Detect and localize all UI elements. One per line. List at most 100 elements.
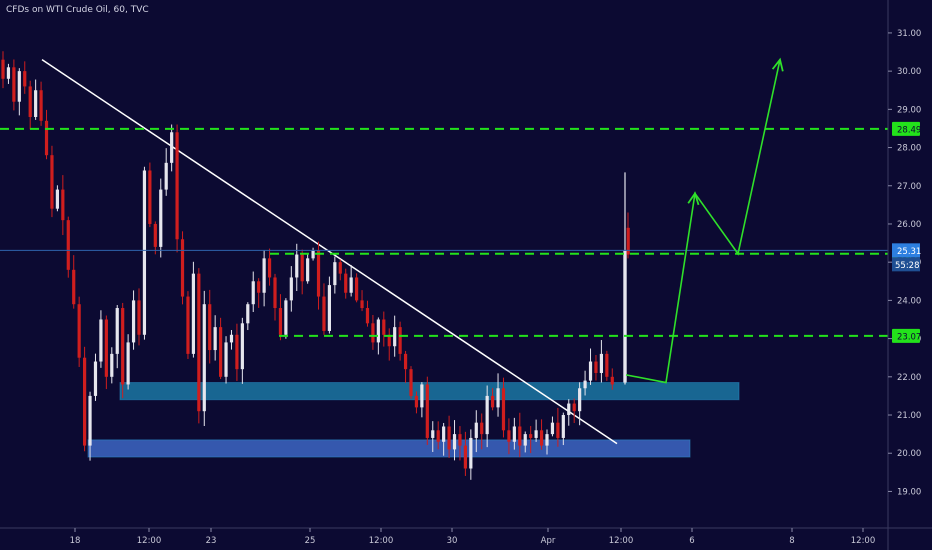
candle xyxy=(175,132,179,240)
candle xyxy=(398,327,402,354)
candle xyxy=(452,434,457,450)
candle xyxy=(534,430,538,438)
candle xyxy=(518,426,522,446)
support-zone-upper[interactable] xyxy=(119,382,740,401)
time-tick-label: 12:00 xyxy=(137,536,162,546)
candle xyxy=(463,445,467,469)
candle xyxy=(523,434,527,446)
candle xyxy=(322,296,326,331)
forecast-path[interactable] xyxy=(625,59,781,384)
candle xyxy=(126,342,130,385)
candle xyxy=(246,304,250,324)
trendline[interactable] xyxy=(41,59,618,445)
candle xyxy=(458,434,462,446)
price-tick-label: 22.00 xyxy=(897,373,921,383)
candle xyxy=(311,250,315,259)
candle xyxy=(306,258,310,282)
candle xyxy=(403,353,408,370)
price-tick-label: 31.00 xyxy=(897,29,921,39)
price-tick-label: 20.00 xyxy=(897,449,921,459)
candle xyxy=(77,304,81,358)
time-tick-label: 18 xyxy=(70,536,81,546)
candle xyxy=(50,155,54,209)
level-tag xyxy=(892,328,920,343)
candle xyxy=(6,67,11,79)
level-lines xyxy=(0,127,888,337)
price-tick-label: 27.00 xyxy=(897,182,921,192)
candle xyxy=(447,426,451,450)
candle xyxy=(474,422,478,438)
candle xyxy=(382,319,386,335)
candle xyxy=(349,277,353,293)
price-tick-label: 26.00 xyxy=(897,220,921,230)
time-tick-label: 25 xyxy=(305,536,316,546)
candle xyxy=(420,384,424,408)
candle xyxy=(104,319,108,377)
candle xyxy=(414,395,419,408)
price-tick-label: 29.00 xyxy=(897,105,921,115)
candle xyxy=(170,132,174,163)
price-tick-label: 21.00 xyxy=(897,411,921,421)
candle xyxy=(409,369,413,396)
candle xyxy=(17,71,21,102)
last-candle xyxy=(626,227,630,255)
time-tick-label: 8 xyxy=(789,536,794,546)
candle xyxy=(431,430,435,438)
candle xyxy=(61,189,65,221)
candle xyxy=(539,430,544,446)
candle xyxy=(186,296,190,354)
candle xyxy=(496,388,500,408)
forecast-arrowhead xyxy=(687,191,700,206)
candle xyxy=(148,170,152,224)
price-tick-label: 28.00 xyxy=(897,144,921,154)
candle xyxy=(202,304,206,412)
candle xyxy=(338,262,342,274)
candle xyxy=(572,403,576,412)
candle xyxy=(131,300,136,343)
candle xyxy=(219,327,223,377)
candle xyxy=(365,308,370,324)
time-tick-label: 12:00 xyxy=(369,536,394,546)
level-tag-label: 28.49 xyxy=(897,125,921,135)
time-tick-label: 12:00 xyxy=(609,536,634,546)
current-price-tag xyxy=(892,243,920,258)
level-tag xyxy=(892,121,920,136)
candle xyxy=(121,308,125,385)
candle xyxy=(550,422,555,435)
trendline-layer xyxy=(41,59,618,445)
candle xyxy=(605,353,609,377)
candle xyxy=(436,430,440,442)
candle xyxy=(425,384,429,438)
candles xyxy=(1,51,630,480)
candle xyxy=(316,250,321,297)
candle xyxy=(501,388,506,431)
candle xyxy=(491,395,495,408)
candle xyxy=(344,273,348,293)
candle xyxy=(376,319,380,343)
candle xyxy=(115,308,119,354)
candle xyxy=(333,262,337,286)
candle xyxy=(578,388,582,412)
candle xyxy=(110,353,114,377)
current-price-label: 25.31 xyxy=(897,247,921,257)
candle xyxy=(93,361,98,396)
candle xyxy=(327,285,331,331)
candle xyxy=(88,395,92,446)
candle xyxy=(153,223,157,247)
candle xyxy=(44,120,49,156)
candle xyxy=(55,189,59,209)
candle xyxy=(556,422,560,438)
candle xyxy=(235,334,239,370)
support-zone-lower[interactable] xyxy=(87,439,691,458)
candle xyxy=(12,67,16,102)
spike-candle xyxy=(623,250,627,383)
candle xyxy=(610,376,614,385)
candle xyxy=(267,258,272,278)
candle xyxy=(507,430,511,442)
candle xyxy=(28,86,32,117)
candle xyxy=(208,304,212,351)
candle xyxy=(72,269,76,305)
candle xyxy=(567,403,571,416)
